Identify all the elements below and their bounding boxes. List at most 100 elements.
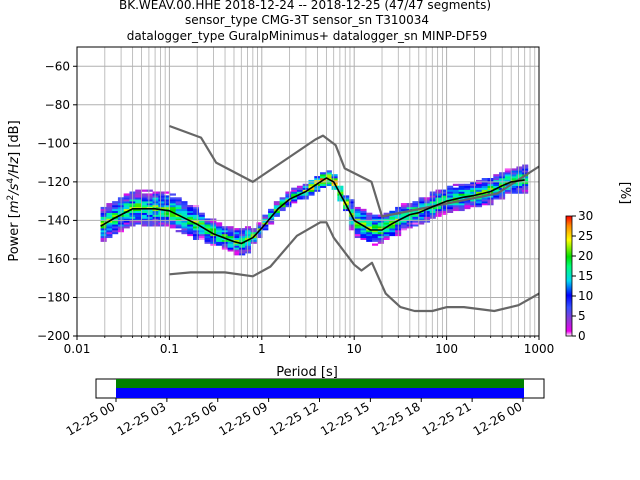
heatmap-cell — [458, 201, 465, 204]
heatmap-cell — [522, 187, 529, 190]
heatmap-cell — [429, 199, 436, 202]
heatmap-cell — [112, 224, 119, 227]
heatmap-cell — [372, 216, 379, 219]
heatmap-cell — [244, 247, 252, 250]
heatmap-cell — [441, 197, 448, 200]
heatmap-cell — [360, 231, 367, 235]
heatmap-cell — [250, 239, 257, 242]
heatmap-cell — [233, 228, 240, 231]
heatmap-cell — [262, 226, 269, 229]
heatmap-cell — [331, 178, 338, 181]
heatmap-cell — [135, 203, 142, 206]
timeline-tick-label: 12-25 21 — [420, 399, 474, 438]
heatmap-cell — [175, 220, 182, 223]
heatmap-cell — [343, 208, 350, 212]
heatmap-cell — [400, 203, 407, 206]
heatmap-cell — [447, 193, 454, 196]
heatmap-cell — [354, 233, 361, 237]
heatmap-cell — [389, 230, 396, 233]
heatmap-cell — [452, 189, 459, 192]
ppsd-plot: 0.01 0.1 1 10 100 1000 −200 −180 −160 −140 −120 −1… — [6, 46, 554, 380]
heatmap-cell — [377, 220, 384, 223]
heatmap-cell — [429, 208, 436, 212]
heatmap-cell — [493, 179, 500, 183]
heatmap-cell — [239, 230, 246, 233]
heatmap-cell — [481, 183, 488, 187]
heatmap-cell — [343, 195, 350, 198]
heatmap-cell — [123, 206, 130, 210]
heatmap-cell — [522, 183, 529, 187]
heatmap-cell — [135, 210, 142, 213]
heatmap-cell — [187, 222, 194, 225]
heatmap-cell — [418, 201, 425, 204]
heatmap-cell — [418, 199, 425, 202]
heatmap-cell — [100, 228, 107, 231]
heatmap-cell — [181, 230, 188, 233]
heatmap-cell — [216, 228, 223, 231]
heatmap-cell — [343, 197, 350, 200]
heatmap-cell — [504, 183, 511, 187]
heatmap-cell — [522, 168, 529, 171]
y-tick-label: −160 — [37, 252, 70, 266]
heatmap-cell — [169, 218, 176, 221]
heatmap-cell — [308, 183, 315, 187]
heatmap-cell — [389, 226, 396, 229]
heatmap-cell — [146, 222, 153, 225]
heatmap-cell — [239, 235, 246, 239]
heatmap-cell — [389, 233, 396, 237]
heatmap-cell — [175, 199, 182, 202]
heatmap-cell — [423, 216, 431, 219]
heatmap-cell — [412, 210, 419, 213]
heatmap-cell — [268, 210, 275, 213]
heatmap-cell — [112, 201, 119, 204]
heatmap-cell — [452, 199, 459, 202]
heatmap-cell — [123, 203, 130, 206]
heatmap-cell — [354, 208, 361, 212]
heatmap-cell — [250, 231, 257, 235]
heatmap-cell — [100, 226, 107, 229]
heatmap-cell — [268, 214, 275, 217]
heatmap-cell — [475, 197, 483, 200]
heatmap-cell — [187, 230, 194, 233]
heatmap-cell — [429, 201, 436, 204]
heatmap-cell — [389, 210, 396, 213]
heatmap-cell — [175, 224, 182, 227]
heatmap-cell — [135, 191, 142, 194]
heatmap-cell — [366, 216, 373, 219]
heatmap-cell — [106, 222, 113, 225]
heatmap-cell — [141, 212, 148, 215]
heatmap-cell — [348, 210, 355, 213]
heatmap-cell — [481, 189, 488, 192]
timeline-tick-label: 12-25 03 — [115, 399, 169, 438]
heatmap-cell — [504, 187, 511, 190]
heatmap-cell — [366, 218, 373, 221]
colorbar-tick-label: 30 — [578, 209, 593, 223]
heatmap-cell — [389, 231, 396, 235]
heatmap-cell — [256, 222, 263, 225]
timeline-tick-label: 12-26 00 — [471, 399, 525, 438]
heatmap-cell — [152, 224, 159, 227]
heatmap-cell — [256, 228, 263, 231]
heatmap-cell — [152, 199, 159, 202]
heatmap-cell — [435, 214, 442, 217]
heatmap-cell — [141, 218, 148, 221]
heatmap-cell — [279, 197, 286, 200]
heatmap-cell — [429, 214, 436, 217]
heatmap-cell — [325, 172, 332, 175]
heatmap-cell — [470, 203, 477, 206]
heatmap-cell — [152, 197, 159, 200]
heatmap-cell — [372, 231, 379, 235]
heatmap-cell — [141, 216, 148, 219]
heatmap-cell — [100, 216, 107, 219]
heatmap-cell — [377, 222, 384, 225]
heatmap-cell — [354, 228, 361, 231]
heatmap-cell — [279, 206, 286, 210]
heatmap-cell — [158, 199, 165, 202]
heatmap-cell — [152, 204, 159, 208]
heatmap-cell — [181, 218, 188, 221]
heatmap-cell — [175, 203, 182, 206]
heatmap-cell — [268, 208, 275, 212]
heatmap-cell — [504, 174, 511, 177]
heatmap-cell — [141, 208, 148, 212]
